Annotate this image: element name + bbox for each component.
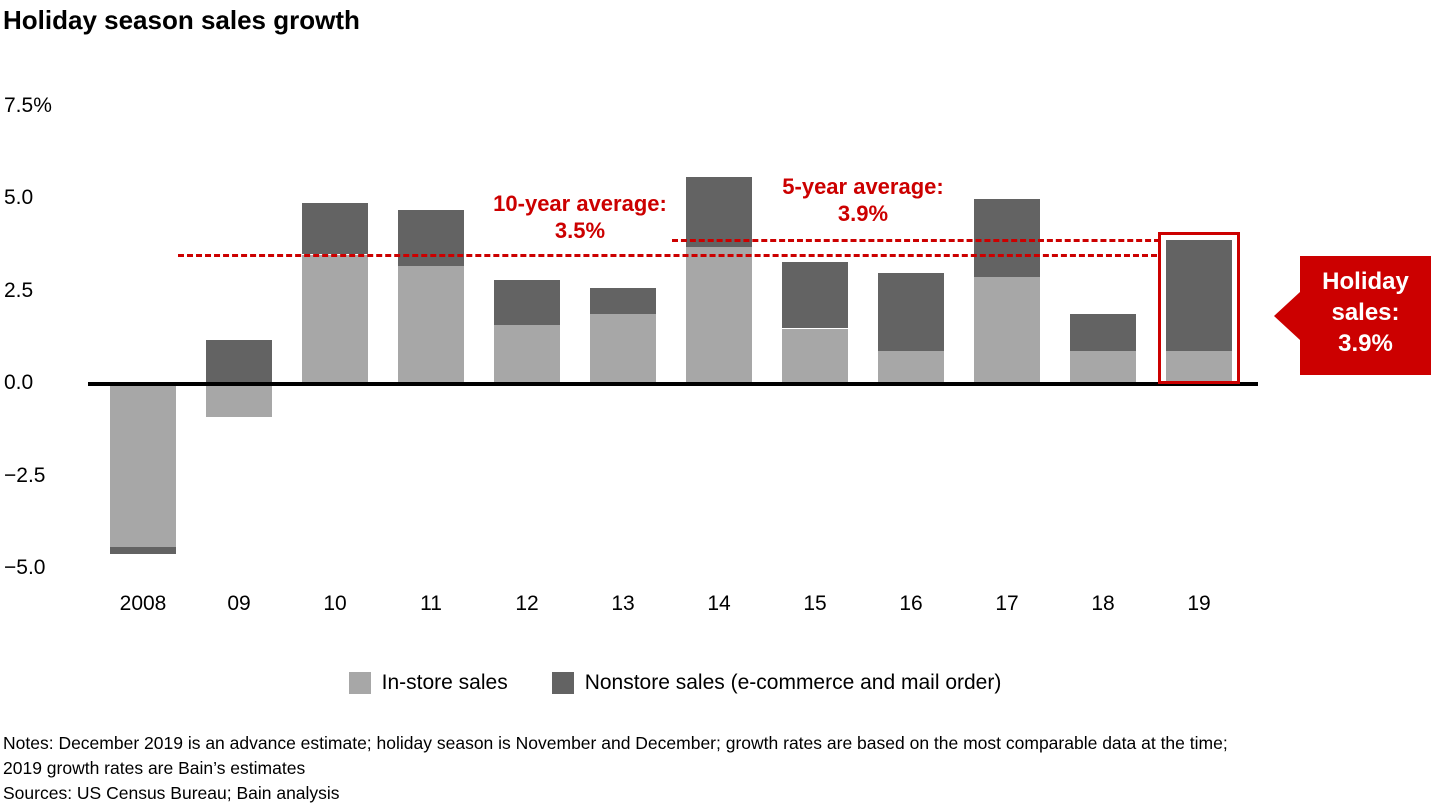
bar-segment-nonstore bbox=[782, 261, 848, 329]
bar-segment-in-store bbox=[494, 324, 560, 384]
bar-segment-in-store bbox=[974, 276, 1040, 384]
bar-segment-in-store bbox=[110, 384, 176, 547]
y-axis-label: 5.0 bbox=[4, 186, 34, 209]
nonstore-swatch-icon bbox=[551, 672, 574, 694]
y-axis-label: 0.0 bbox=[4, 371, 34, 394]
sources-text: Sources: US Census Bureau; Bain analysis bbox=[3, 783, 340, 803]
bar-segment-in-store bbox=[1166, 350, 1232, 384]
x-axis-label: 16 bbox=[899, 592, 923, 615]
bar-segment-nonstore bbox=[1070, 313, 1136, 351]
x-axis-label: 11 bbox=[420, 592, 442, 615]
bar-segment-in-store bbox=[1070, 350, 1136, 384]
five-year-average-value: 3.9% bbox=[837, 201, 889, 226]
legend-label-nonstore: Nonstore sales (e-commerce and mail orde… bbox=[584, 671, 1002, 694]
x-axis-label: 13 bbox=[611, 592, 635, 615]
legend-label-in-store: In-store sales bbox=[381, 671, 508, 694]
legend-item-nonstore: Nonstore sales (e-commerce and mail orde… bbox=[551, 671, 1002, 695]
callout-value: 3.9% bbox=[1338, 330, 1393, 357]
y-axis-label: 2.5 bbox=[4, 278, 34, 302]
bar-segment-nonstore bbox=[590, 287, 656, 314]
holiday-sales-callout: Holiday sales: 3.9% bbox=[1274, 256, 1431, 375]
bar-segment-in-store bbox=[302, 254, 368, 384]
bar-segment-nonstore bbox=[206, 339, 272, 384]
x-axis-label: 2008 bbox=[119, 592, 167, 615]
bar-segment-nonstore bbox=[302, 202, 368, 255]
bar-segment-nonstore bbox=[110, 546, 176, 555]
bar-segment-nonstore bbox=[398, 210, 464, 266]
bar-segment-in-store bbox=[398, 265, 464, 384]
reference-line-ten_year bbox=[178, 253, 1157, 257]
five-year-average-label: 5-year average: bbox=[782, 174, 944, 199]
x-axis-label: 12 bbox=[515, 592, 539, 615]
bar-segment-in-store bbox=[206, 384, 272, 418]
x-axis-label: 10 bbox=[323, 592, 347, 615]
x-axis-label: 18 bbox=[1091, 592, 1115, 615]
y-axis-label: −2.5 bbox=[4, 463, 46, 487]
zero-axis-line bbox=[88, 382, 1258, 386]
five-year-average-annotation: 5-year average: 3.9% bbox=[782, 173, 943, 227]
highlight-outline-19 bbox=[1158, 231, 1240, 384]
callout-text-line: sales: bbox=[1331, 299, 1400, 326]
bar-segment-nonstore bbox=[494, 280, 560, 325]
bar-segment-nonstore bbox=[686, 176, 752, 248]
x-axis-label: 14 bbox=[707, 592, 731, 615]
callout-text-line: Holiday bbox=[1322, 268, 1409, 295]
callout-arrow-left-icon bbox=[1274, 291, 1300, 340]
legend: In-store sales Nonstore sales (e-commerc… bbox=[0, 671, 1350, 695]
ten-year-average-label: 10-year average: bbox=[493, 191, 667, 216]
bar-segment-nonstore bbox=[1166, 239, 1232, 351]
x-axis-label: 15 bbox=[803, 592, 827, 615]
bar-segment-in-store bbox=[782, 328, 848, 384]
ten-year-average-value: 3.5% bbox=[554, 218, 606, 243]
in-store-swatch-icon bbox=[348, 672, 371, 694]
y-axis-label: 7.5% bbox=[4, 93, 52, 117]
bar-segment-nonstore bbox=[878, 273, 944, 351]
bar-segment-nonstore bbox=[974, 199, 1040, 277]
y-axis-label: −5.0 bbox=[4, 556, 46, 579]
x-axis-label: 17 bbox=[995, 592, 1019, 615]
legend-item-in-store: In-store sales bbox=[348, 671, 508, 695]
bar-segment-in-store bbox=[590, 313, 656, 384]
x-axis-label: 09 bbox=[227, 592, 251, 615]
bar-segment-in-store bbox=[686, 247, 752, 384]
x-axis-label: 19 bbox=[1187, 592, 1211, 615]
reference-line-five_year bbox=[672, 238, 1160, 242]
bar-segment-in-store bbox=[878, 350, 944, 384]
chart-title: Holiday season sales growth bbox=[3, 5, 360, 35]
ten-year-average-annotation: 10-year average: 3.5% bbox=[493, 190, 667, 244]
notes-text: Notes: December 2019 is an advance estim… bbox=[3, 733, 1228, 778]
